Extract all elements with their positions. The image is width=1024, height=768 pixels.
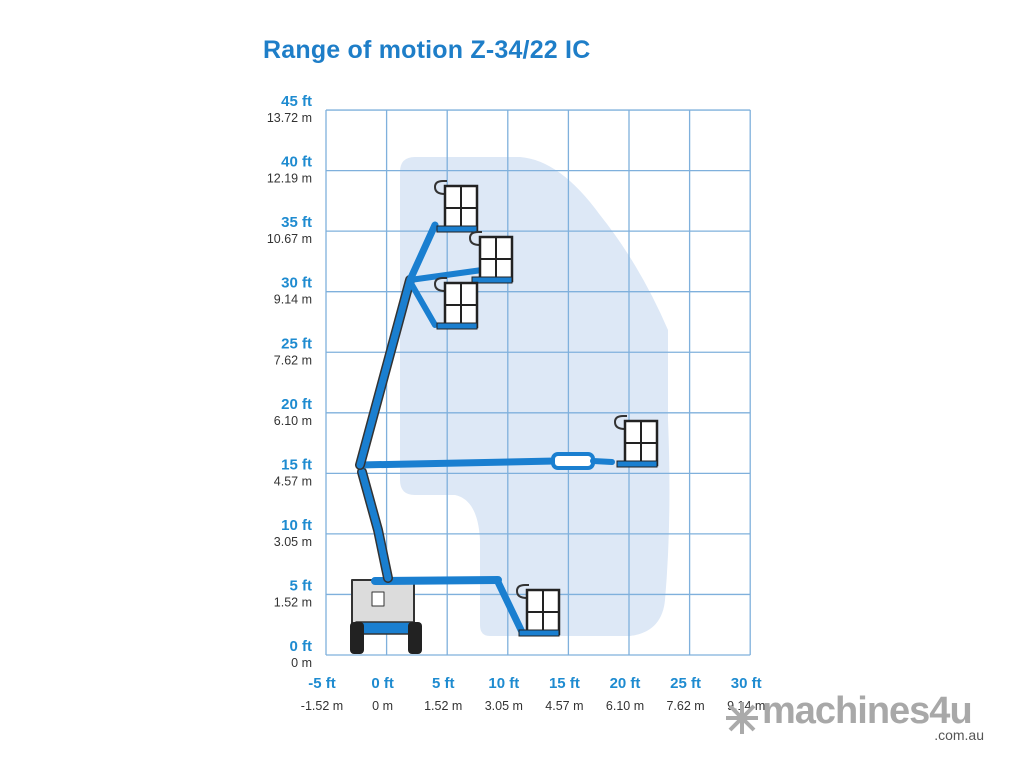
x-tick-label-m: 4.57 m xyxy=(545,699,583,713)
y-tick-label-ft: 15 ft xyxy=(281,456,312,473)
platform-basket xyxy=(468,231,514,284)
y-tick-label-ft: 0 ft xyxy=(290,638,313,655)
x-tick-label-m: -1.52 m xyxy=(301,699,343,713)
x-tick-label-ft: -5 ft xyxy=(308,675,336,692)
x-tick-label-m: 3.05 m xyxy=(485,699,523,713)
y-tick-label-ft: 10 ft xyxy=(281,517,312,534)
x-tick-label-ft: 20 ft xyxy=(610,675,641,692)
y-tick-label-m: 7.62 m xyxy=(274,353,312,367)
y-tick-label-m: 12.19 m xyxy=(267,172,312,186)
y-tick-label-ft: 35 ft xyxy=(281,214,312,231)
x-tick-label-ft: 5 ft xyxy=(432,675,455,692)
watermark-domain: .com.au xyxy=(934,727,984,743)
platform-basket xyxy=(433,180,479,233)
y-tick-label-ft: 30 ft xyxy=(281,275,312,292)
x-tick-label-m: 1.52 m xyxy=(424,699,462,713)
snowflake-logo-icon xyxy=(726,702,758,734)
y-tick-label-m: 9.14 m xyxy=(274,293,312,307)
boom-lift-illustration xyxy=(350,221,615,654)
x-tick-label-ft: 10 ft xyxy=(488,675,519,692)
watermark-brand: machines4u xyxy=(762,690,973,732)
x-tick-label-ft: 30 ft xyxy=(731,675,762,692)
platform-basket xyxy=(515,584,561,637)
y-tick-label-ft: 25 ft xyxy=(281,335,312,352)
x-tick-label-ft: 0 ft xyxy=(371,675,394,692)
platform-basket xyxy=(613,415,659,468)
y-tick-label-ft: 45 ft xyxy=(281,93,312,110)
y-tick-label-ft: 40 ft xyxy=(281,154,312,171)
wheel xyxy=(350,622,364,654)
y-tick-label-m: 1.52 m xyxy=(274,595,312,609)
machines4u-watermark: machines4u .com.au xyxy=(722,690,992,746)
y-tick-label-m: 10.67 m xyxy=(267,232,312,246)
wheel xyxy=(408,622,422,654)
y-tick-label-ft: 5 ft xyxy=(290,577,313,594)
x-tick-label-ft: 15 ft xyxy=(549,675,580,692)
platforms xyxy=(433,180,659,637)
chart-title: Range of motion Z-34/22 IC xyxy=(263,36,591,64)
y-tick-label-m: 6.10 m xyxy=(274,414,312,428)
x-tick-label-m: 7.62 m xyxy=(666,699,704,713)
x-tick-label-m: 9.14 m xyxy=(727,699,765,713)
platform-basket xyxy=(433,277,479,330)
y-tick-label-m: 0 m xyxy=(291,656,312,670)
working-envelope xyxy=(400,157,670,636)
y-tick-label-m: 13.72 m xyxy=(267,111,312,125)
y-tick-label-m: 3.05 m xyxy=(274,535,312,549)
x-tick-label-m: 0 m xyxy=(372,699,393,713)
x-tick-label-ft: 25 ft xyxy=(670,675,701,692)
x-tick-label-m: 6.10 m xyxy=(606,699,644,713)
y-tick-label-ft: 20 ft xyxy=(281,396,312,413)
y-tick-label-m: 4.57 m xyxy=(274,474,312,488)
